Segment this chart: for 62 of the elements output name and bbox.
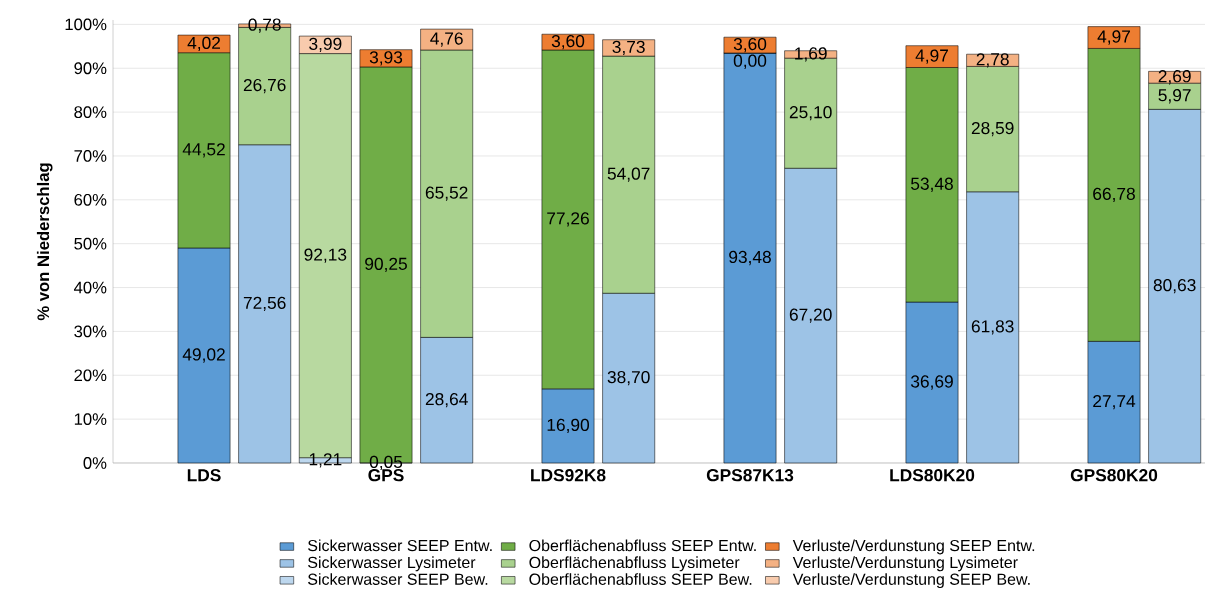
data-label: 4,97 — [915, 49, 948, 64]
y-axis-title: % von Niederschlag — [36, 163, 53, 321]
data-label: 3,60 — [551, 34, 585, 50]
data-label: 92,13 — [304, 248, 347, 263]
data-label: 67,20 — [789, 308, 832, 323]
data-label: 61,83 — [971, 320, 1014, 335]
data-label: 5,97 — [1158, 89, 1191, 104]
data-label: 16,90 — [547, 418, 590, 434]
data-label: 3,93 — [369, 51, 403, 66]
y-tick-label: 80% — [74, 106, 107, 119]
y-tick-label: 30% — [74, 325, 107, 338]
y-tick-label: 90% — [74, 62, 107, 75]
y-tick-label: 0% — [83, 457, 107, 469]
data-label: 28,64 — [425, 393, 468, 408]
y-tick-label: 20% — [74, 369, 107, 382]
data-label: 93,48 — [729, 250, 771, 266]
data-label: 3,99 — [309, 37, 342, 52]
legend-label: Oberflächenabfluss Lysimeter — [529, 556, 740, 572]
data-label: 53,48 — [911, 177, 953, 192]
data-label: 28,59 — [971, 121, 1014, 137]
data-label: 25,10 — [789, 106, 832, 121]
data-label: 49,02 — [182, 348, 225, 363]
y-tick-label: 10% — [74, 413, 107, 426]
legend-label: Oberflächenabfluss SEEP Bew. — [529, 573, 752, 585]
data-label: 44,52 — [182, 143, 225, 158]
data-label: 4,02 — [187, 36, 220, 52]
legend-label: Oberflächenabfluss SEEP Entw. — [529, 539, 756, 552]
legend-label: Verluste/Verdunstung SEEP Bew. — [792, 573, 1030, 589]
legend-label: Sickerwasser SEEP Bew. — [308, 573, 488, 585]
data-label: 65,52 — [425, 186, 468, 201]
y-tick-label: 70% — [74, 150, 107, 162]
x-tick-label: LDS80K20 — [890, 469, 975, 482]
data-label: 3,60 — [733, 37, 767, 53]
data-label: 2,69 — [1158, 70, 1191, 85]
y-tick-label: 50% — [74, 237, 107, 250]
y-tick-label: 100% — [65, 18, 107, 31]
legend-label: Sickerwasser Lysimeter — [308, 556, 476, 572]
data-label: 77,26 — [547, 212, 589, 227]
y-tick-label: 40% — [73, 281, 107, 294]
data-label: 4,76 — [430, 32, 463, 47]
data-label: 80,63 — [1153, 279, 1196, 294]
data-label: 54,07 — [607, 167, 650, 182]
data-label: 38,70 — [607, 370, 650, 386]
legend-label: Verluste/Verdunstung SEEP Entw. — [792, 539, 1035, 555]
data-label: 27,74 — [1093, 394, 1136, 410]
data-label: 66,78 — [1093, 187, 1135, 203]
x-tick-label: LDS92K8 — [531, 469, 606, 482]
x-tick-label: GPS80K20 — [1070, 469, 1158, 482]
data-label: 72,56 — [243, 296, 286, 312]
data-label: 26,76 — [243, 78, 286, 94]
x-tick-label: LDS — [187, 469, 221, 482]
data-label: 36,69 — [910, 375, 953, 390]
legend-label: Sickerwasser SEEP Entw. — [308, 539, 492, 552]
data-label: 4,97 — [1097, 30, 1130, 45]
y-tick-label: 60% — [74, 193, 107, 206]
data-label: 3,73 — [612, 40, 645, 56]
data-label: 2,78 — [976, 53, 1009, 68]
data-label: 90,25 — [365, 257, 407, 273]
x-tick-label: GPS — [368, 469, 404, 482]
data-label: 0,00 — [733, 54, 767, 69]
x-tick-label: GPS87K13 — [706, 469, 794, 482]
legend-label: Verluste/Verdunstung Lysimeter — [792, 556, 1018, 572]
